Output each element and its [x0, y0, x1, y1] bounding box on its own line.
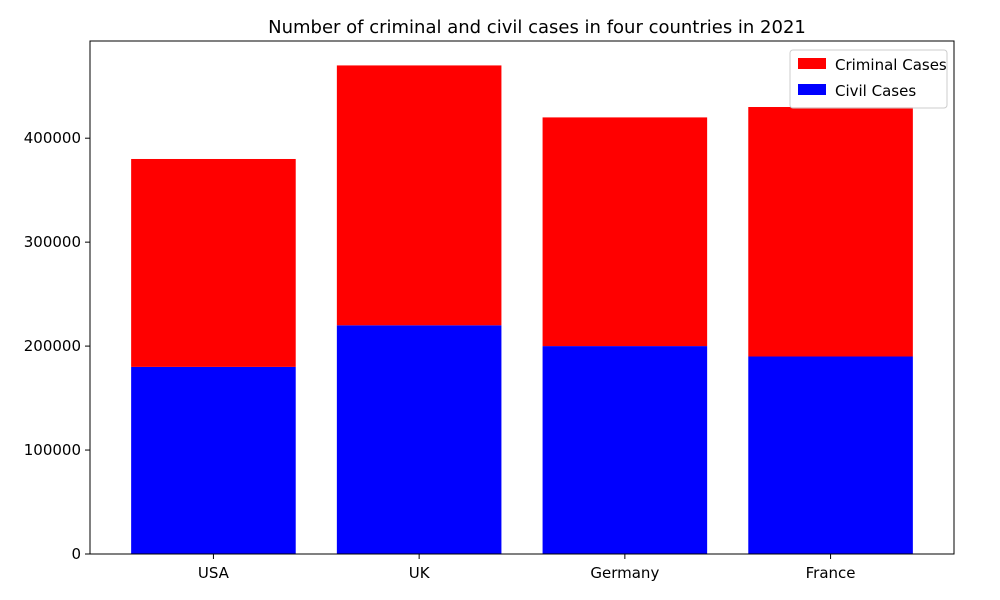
legend-label-civil-cases: Civil Cases — [835, 82, 916, 100]
bar-civil-cases-germany — [542, 346, 708, 554]
y-tick-label: 300000 — [24, 233, 81, 251]
bar-criminal-cases-usa — [131, 158, 296, 367]
bar-criminal-cases-uk — [336, 65, 502, 326]
bar-civil-cases-uk — [336, 325, 502, 554]
legend-box — [789, 49, 948, 109]
plot-area: 0 100000 200000 300000 400000 USA UK Germany Fra… — [24, 40, 955, 582]
x-tick-label: USA — [198, 564, 230, 582]
y-tick-label: 400000 — [24, 129, 81, 147]
x-tick-label: Germany — [590, 564, 659, 582]
y-tick-label: 100000 — [24, 441, 81, 459]
legend-swatch-civil-cases — [798, 84, 826, 95]
legend-swatch-criminal-cases — [798, 58, 826, 69]
x-tick-label: UK — [409, 564, 431, 582]
axes-frame — [89, 40, 955, 555]
y-tick-label: 200000 — [24, 337, 81, 355]
bar-criminal-cases-germany — [542, 117, 708, 347]
bar-civil-cases-france — [748, 356, 913, 554]
chart-title: Number of criminal and civil cases in fo… — [268, 17, 806, 38]
bar-civil-cases-usa — [131, 366, 296, 554]
y-tick-label: 0 — [71, 545, 81, 563]
x-tick-label: France — [806, 564, 856, 582]
legend-label-criminal-cases: Criminal Cases — [835, 56, 947, 74]
bar-criminal-cases-france — [748, 107, 913, 357]
